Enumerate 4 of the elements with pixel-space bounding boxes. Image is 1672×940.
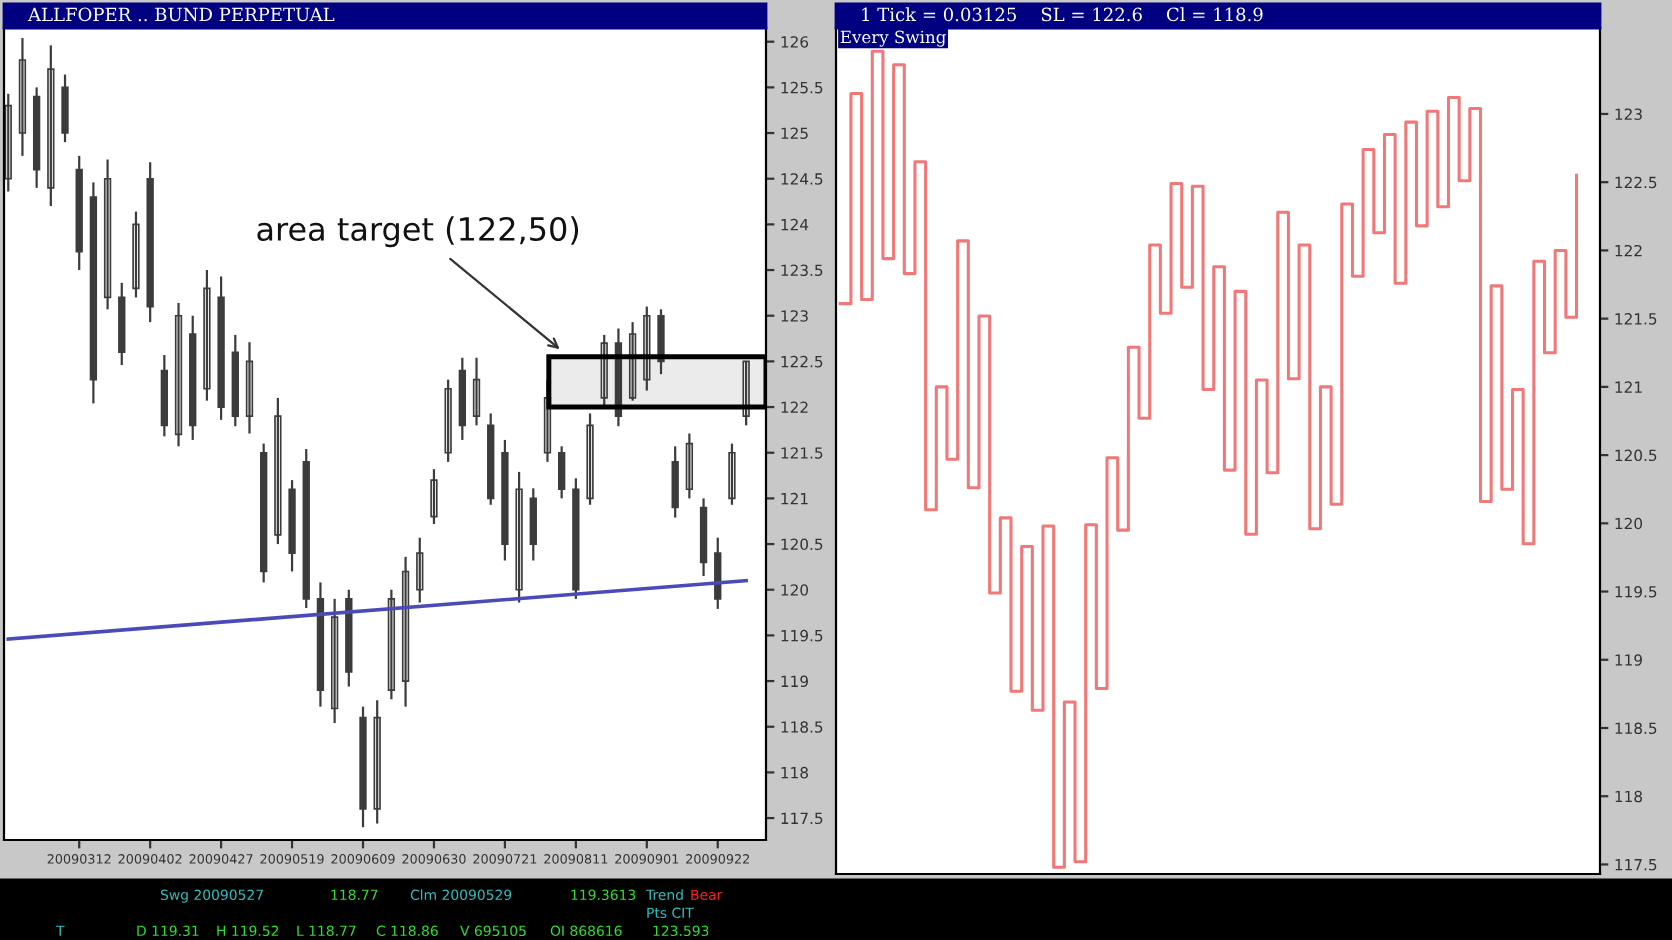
chart-title: 1 Tick = 0.03125 SL = 122.6 Cl = 118.9: [862, 7, 1263, 22]
annotation: area target (122,50): [257, 216, 579, 248]
chart-subtitle: Every Swing: [840, 30, 946, 47]
chart-title: ALLFOPER .. BUND PERPETUAL: [27, 7, 335, 22]
